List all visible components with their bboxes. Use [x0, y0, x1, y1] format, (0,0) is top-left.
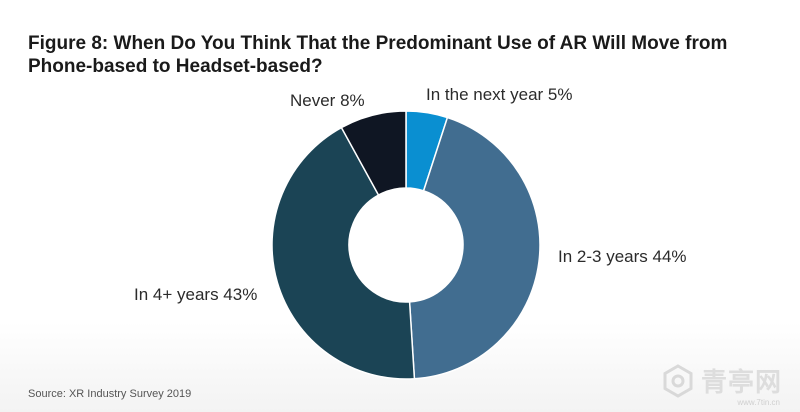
watermark-text: 青亭网 [700, 368, 782, 398]
slice-label-never: Never 8% [290, 91, 365, 110]
slice-label-4-plus-years: In 4+ years 43% [134, 285, 257, 304]
chart-title: Figure 8: When Do You Think That the Pre… [28, 33, 728, 77]
watermark: 青亭网 www.7tin.cn [661, 362, 782, 407]
watermark-logo-icon [663, 363, 693, 398]
source-note: Source: XR Industry Survey 2019 [28, 388, 192, 400]
slice-label-next-year: In the next year 5% [426, 85, 572, 104]
watermark-url: www.7tin.cn [737, 398, 780, 407]
donut-slices [271, 110, 541, 380]
slice-label-2-3-years: In 2-3 years 44% [558, 247, 687, 266]
donut-slice-never [340, 110, 407, 197]
donut-slice-in-2-3-years [408, 116, 541, 380]
donut-slice-in-4-years [271, 126, 416, 380]
